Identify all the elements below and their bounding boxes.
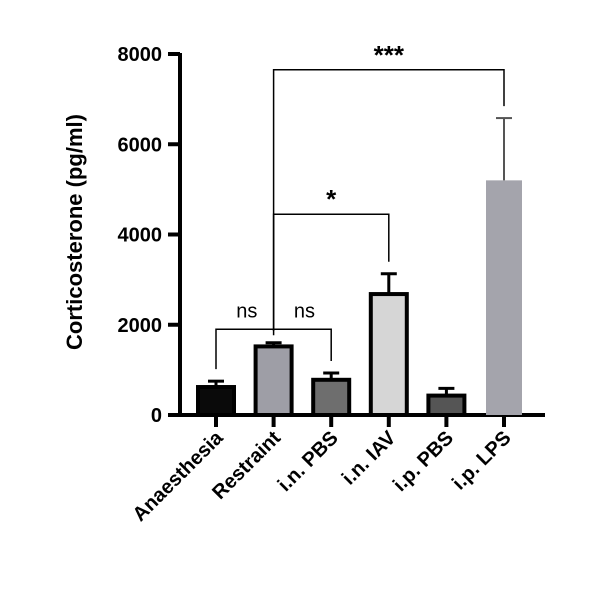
bar bbox=[311, 377, 352, 417]
x-tick-label: Anaesthesia bbox=[129, 426, 228, 525]
bar bbox=[486, 180, 522, 415]
bar bbox=[426, 393, 467, 418]
bar bbox=[196, 385, 236, 417]
x-tick-label: i.p. PBS bbox=[389, 427, 458, 496]
y-tick-label: 8000 bbox=[118, 44, 163, 66]
significance-label: * bbox=[326, 184, 337, 214]
significance-label: *** bbox=[374, 40, 405, 70]
x-tick-label: i.p. LPS bbox=[448, 427, 515, 494]
y-tick-label: 2000 bbox=[118, 315, 163, 337]
y-tick-label: 0 bbox=[151, 405, 162, 427]
bar bbox=[368, 292, 409, 417]
bar bbox=[253, 344, 294, 417]
axes: 02000400060008000AnaesthesiaRestrainti.n… bbox=[118, 44, 545, 526]
significance-label: ns bbox=[294, 300, 315, 322]
y-tick-label: 4000 bbox=[118, 225, 163, 247]
y-axis-label: Corticosterone (pg/ml) bbox=[62, 114, 87, 350]
y-tick-label: 6000 bbox=[118, 134, 163, 156]
significance-label: ns bbox=[236, 300, 257, 322]
x-tick-label: i.n. PBS bbox=[274, 427, 343, 496]
bars bbox=[196, 117, 522, 418]
significance-bracket: *** bbox=[272, 40, 505, 331]
significance-brackets: ns ns**** bbox=[215, 40, 505, 370]
bracket-line bbox=[272, 69, 505, 331]
